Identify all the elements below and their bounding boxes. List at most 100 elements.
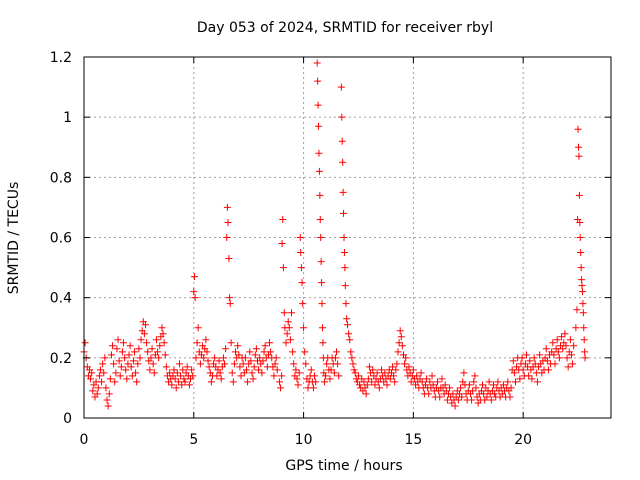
data-point bbox=[429, 381, 437, 389]
data-point bbox=[147, 354, 155, 362]
data-point bbox=[338, 137, 346, 145]
data-point bbox=[409, 366, 417, 374]
data-point bbox=[576, 218, 584, 226]
data-point bbox=[317, 234, 325, 241]
data-point bbox=[418, 378, 426, 386]
data-point bbox=[378, 366, 386, 374]
data-point bbox=[572, 324, 580, 332]
data-point bbox=[94, 384, 102, 392]
data-point bbox=[105, 390, 113, 398]
data-point bbox=[101, 354, 109, 362]
data-point bbox=[348, 354, 356, 362]
data-point bbox=[454, 396, 462, 404]
data-point bbox=[302, 360, 310, 368]
data-point bbox=[250, 363, 258, 371]
data-point bbox=[318, 324, 326, 332]
data-point bbox=[155, 354, 163, 362]
data-point bbox=[549, 339, 557, 347]
data-point bbox=[530, 354, 538, 362]
data-point bbox=[345, 330, 353, 338]
data-point bbox=[280, 309, 288, 317]
data-point bbox=[490, 381, 498, 389]
data-point bbox=[543, 357, 551, 365]
data-point bbox=[150, 369, 158, 377]
data-point bbox=[510, 369, 518, 377]
data-point bbox=[123, 375, 131, 383]
data-point bbox=[235, 351, 243, 359]
data-point bbox=[441, 381, 449, 389]
data-point bbox=[315, 149, 323, 157]
data-point bbox=[373, 369, 381, 377]
data-point bbox=[121, 354, 129, 362]
data-point bbox=[226, 300, 234, 308]
data-point bbox=[180, 375, 188, 383]
data-point bbox=[312, 378, 320, 386]
data-point bbox=[335, 372, 343, 380]
data-point bbox=[170, 366, 178, 374]
data-point bbox=[307, 366, 315, 374]
data-point bbox=[296, 234, 304, 241]
data-point bbox=[398, 342, 406, 350]
data-point bbox=[196, 360, 204, 368]
data-point bbox=[314, 77, 322, 85]
data-point bbox=[436, 393, 444, 401]
data-point bbox=[469, 387, 477, 395]
data-point bbox=[383, 381, 391, 389]
data-point bbox=[479, 381, 487, 389]
data-point bbox=[98, 378, 106, 386]
data-point bbox=[95, 372, 103, 380]
data-point bbox=[89, 387, 97, 395]
data-point bbox=[207, 378, 215, 386]
data-point bbox=[137, 336, 145, 344]
data-point bbox=[483, 393, 491, 401]
data-point bbox=[578, 288, 586, 296]
data-point bbox=[401, 360, 409, 368]
data-point bbox=[558, 333, 566, 341]
data-point bbox=[290, 360, 298, 368]
data-point bbox=[87, 375, 95, 383]
data-point bbox=[191, 294, 199, 302]
data-point bbox=[161, 351, 169, 359]
data-point bbox=[472, 384, 480, 392]
data-point bbox=[551, 360, 559, 368]
data-point bbox=[438, 375, 446, 383]
data-point bbox=[368, 378, 376, 386]
data-point bbox=[217, 375, 225, 383]
data-point bbox=[251, 351, 259, 359]
data-point bbox=[360, 378, 368, 386]
data-point bbox=[131, 348, 139, 356]
data-point bbox=[227, 339, 235, 347]
data-point bbox=[275, 378, 283, 386]
y-axis-label: SRMTID / TECUs bbox=[6, 182, 22, 295]
data-point bbox=[270, 372, 278, 380]
data-point bbox=[158, 324, 166, 332]
x-tick-label: 0 bbox=[80, 432, 89, 448]
data-point bbox=[279, 264, 287, 272]
data-point bbox=[116, 372, 124, 380]
data-point bbox=[237, 372, 245, 380]
data-point bbox=[578, 276, 586, 284]
data-point bbox=[528, 375, 536, 383]
data-point bbox=[392, 366, 400, 374]
y-tick-label: 0.8 bbox=[50, 170, 72, 186]
data-point bbox=[364, 375, 372, 383]
data-point bbox=[162, 363, 170, 371]
data-point bbox=[413, 372, 421, 380]
data-point bbox=[569, 360, 577, 368]
data-point bbox=[369, 366, 377, 374]
data-point bbox=[301, 348, 309, 356]
data-point bbox=[115, 357, 123, 365]
data-point bbox=[346, 336, 354, 344]
data-point bbox=[134, 360, 142, 368]
data-point bbox=[193, 339, 201, 347]
data-point bbox=[286, 336, 294, 344]
data-point bbox=[202, 336, 210, 344]
data-point bbox=[356, 381, 364, 389]
data-point bbox=[526, 357, 534, 365]
data-point bbox=[458, 393, 466, 401]
data-point bbox=[292, 366, 300, 374]
data-point bbox=[273, 366, 281, 374]
data-point bbox=[278, 240, 286, 248]
data-point bbox=[471, 372, 479, 380]
